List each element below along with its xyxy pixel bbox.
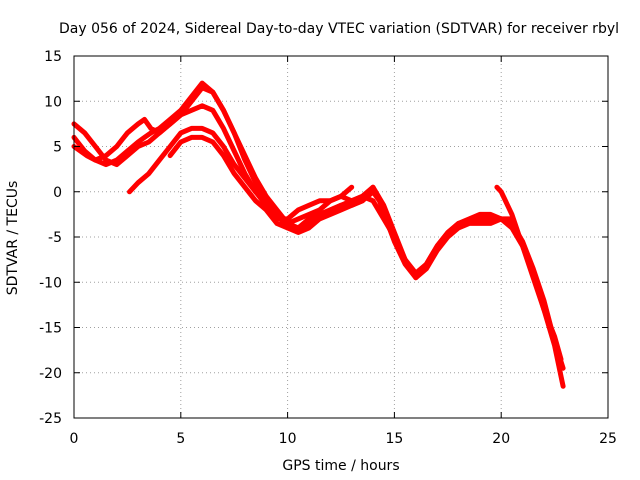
y-tick-label: 0 xyxy=(53,185,62,201)
x-tick-label: 10 xyxy=(279,431,297,447)
series-line-track-2 xyxy=(71,85,566,389)
chart-title: Day 056 of 2024, Sidereal Day-to-day VTE… xyxy=(59,21,619,37)
y-tick-label: -25 xyxy=(39,411,62,427)
y-tick-label: 15 xyxy=(44,49,62,65)
y-tick-label: -20 xyxy=(39,366,62,382)
data-series xyxy=(71,80,566,389)
y-axis-label: SDTVAR / TECUs xyxy=(5,181,21,296)
x-ticks: 0 5 10 15 20 25 xyxy=(70,56,617,447)
y-tick-label: -5 xyxy=(48,230,62,246)
series-line-track-6 xyxy=(494,184,564,362)
x-tick-label: 0 xyxy=(70,431,79,447)
series-line-track-5 xyxy=(167,134,515,276)
x-axis-label: GPS time / hours xyxy=(282,458,399,474)
x-tick-label: 15 xyxy=(385,431,403,447)
x-tick-label: 25 xyxy=(599,431,617,447)
y-tick-label: -15 xyxy=(39,321,62,337)
series-line-track-4 xyxy=(71,103,355,222)
y-tick-label: -10 xyxy=(39,275,62,291)
y-tick-label: 10 xyxy=(44,94,62,110)
grid-lines xyxy=(74,56,608,418)
y-ticks: 15 10 5 0 -5 -10 -15 -20 -25 xyxy=(39,49,608,427)
x-tick-label: 5 xyxy=(176,431,185,447)
x-tick-label: 20 xyxy=(492,431,510,447)
y-tick-label: 5 xyxy=(53,140,62,156)
